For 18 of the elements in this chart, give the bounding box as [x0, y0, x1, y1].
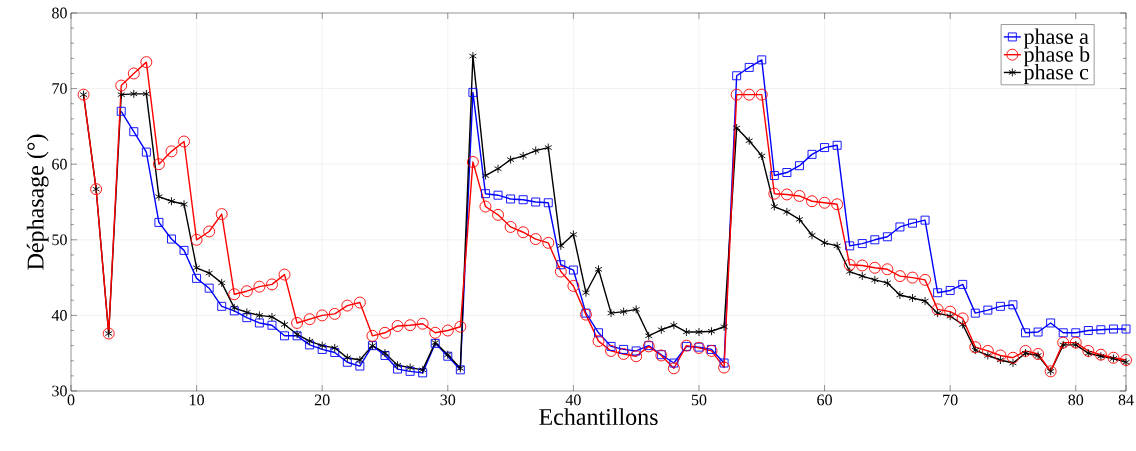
x-tick-label: 10: [190, 394, 204, 406]
x-tick-label: 20: [314, 394, 330, 406]
x-tick-label: 80: [1068, 394, 1084, 406]
y-axis-title: Déphasage (°): [26, 134, 49, 270]
x-tick-label: 84: [1118, 394, 1134, 406]
x-tick-label: 40: [565, 394, 581, 406]
x-axis-title: Echantillons: [539, 408, 658, 426]
x-tick-label: 60: [817, 394, 832, 406]
x-tick-label: 30: [440, 394, 456, 406]
x-tick-label: 50: [691, 394, 707, 406]
x-tick-label: 70: [943, 394, 958, 406]
y-tick-label: 40: [51, 310, 67, 321]
y-tick-label: 80: [52, 7, 67, 19]
y-tick-label: 60: [52, 158, 67, 170]
y-tick-label: 50: [52, 234, 67, 246]
y-tick-label: 30: [52, 385, 67, 397]
x-tick-label: 0: [67, 394, 75, 406]
y-tick-label: 70: [52, 83, 67, 94]
